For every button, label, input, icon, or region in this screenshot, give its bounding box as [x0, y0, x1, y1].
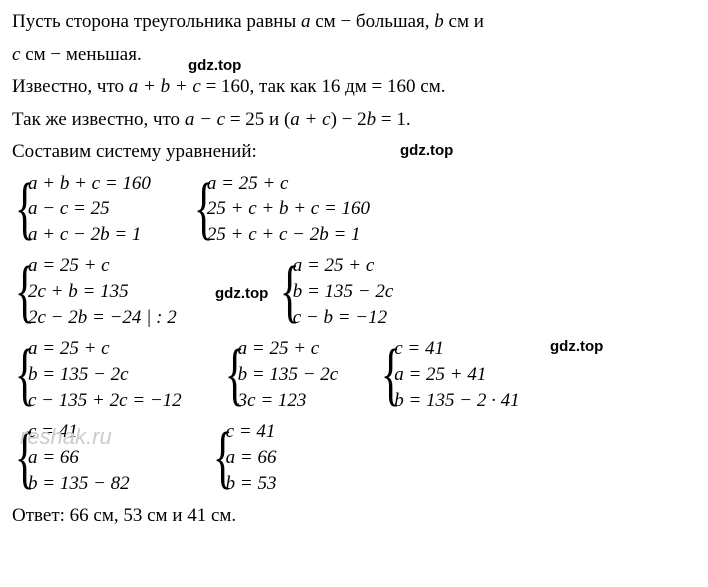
brace-icon: [277, 253, 291, 330]
text: ) − 2: [331, 109, 367, 130]
system-2-1: a = 25 + c 2c + b = 135 2c − 2b = −24 | …: [12, 253, 177, 330]
equation: a = 66: [28, 445, 130, 471]
equation: a = 25 + c: [28, 253, 177, 279]
systems-row-4: c = 41 a = 66 b = 135 − 82 c = 41 a = 66…: [12, 419, 696, 496]
system-1-1: a + b + c = 160 a − c = 25 a + c − 2b = …: [12, 171, 151, 248]
equation: 2c + b = 135: [28, 279, 177, 305]
var-b: b: [434, 11, 444, 32]
equation: 2c − 2b = −24 | : 2: [28, 305, 177, 331]
equation: c − b = −12: [293, 305, 394, 331]
systems-row-3: a = 25 + c b = 135 − 2c c − 135 + 2c = −…: [12, 336, 696, 413]
equation: b = 135 − 2 · 41: [394, 388, 519, 414]
equation: c = 41: [28, 419, 130, 445]
systems-row-2: a = 25 + c 2c + b = 135 2c − 2b = −24 | …: [12, 253, 696, 330]
text-line-5: Составим систему уравнений:: [12, 138, 696, 167]
equation: b = 135 − 2c: [293, 279, 394, 305]
text-line-1: Пусть сторона треугольника равны a см − …: [12, 8, 696, 37]
equation: a = 25 + 41: [394, 362, 519, 388]
system-3-1: a = 25 + c b = 135 − 2c c − 135 + 2c = −…: [12, 336, 182, 413]
expr: a + b + c: [129, 76, 201, 97]
text-line-2: c см − меньшая.: [12, 41, 696, 70]
text: = 1.: [376, 109, 410, 130]
system-3-3: c = 41 a = 25 + 41 b = 135 − 2 · 41: [378, 336, 519, 413]
text: = 25 и (: [225, 109, 290, 130]
system-4-2: c = 41 a = 66 b = 53: [210, 419, 277, 496]
text: см − большая,: [310, 11, 434, 32]
equation: c = 41: [226, 419, 277, 445]
brace-icon: [12, 253, 26, 330]
text: см − меньшая.: [20, 44, 141, 65]
text: Так же известно, что: [12, 109, 185, 130]
brace-icon: [222, 336, 236, 413]
brace-icon: [378, 336, 392, 413]
system-2-2: a = 25 + c b = 135 − 2c c − b = −12: [277, 253, 394, 330]
equation: a − c = 25: [28, 196, 151, 222]
equation: a = 25 + c: [238, 336, 339, 362]
equation: a + c − 2b = 1: [28, 222, 151, 248]
equation: a = 66: [226, 445, 277, 471]
equation: a = 25 + c: [207, 171, 370, 197]
brace-icon: [12, 419, 26, 496]
text-line-3: Известно, что a + b + c = 160, так как 1…: [12, 73, 696, 102]
systems-row-1: a + b + c = 160 a − c = 25 a + c − 2b = …: [12, 171, 696, 248]
equation: c − 135 + 2c = −12: [28, 388, 182, 414]
brace-icon: [12, 336, 26, 413]
equation: a + b + c = 160: [28, 171, 151, 197]
equation: 25 + c + b + c = 160: [207, 196, 370, 222]
equation: b = 53: [226, 471, 277, 497]
text: = 160, так как 16 дм = 160 см.: [201, 76, 446, 97]
system-1-2: a = 25 + c 25 + c + b + c = 160 25 + c +…: [191, 171, 370, 248]
brace-icon: [210, 419, 224, 496]
var-b: b: [367, 109, 377, 130]
equation: a = 25 + c: [293, 253, 394, 279]
equation: b = 135 − 82: [28, 471, 130, 497]
text: Пусть сторона треугольника равны: [12, 11, 301, 32]
equation: b = 135 − 2c: [28, 362, 182, 388]
system-3-2: a = 25 + c b = 135 − 2c 3c = 123: [222, 336, 339, 413]
equation: 25 + c + c − 2b = 1: [207, 222, 370, 248]
expr: a + c: [290, 109, 330, 130]
equation: a = 25 + c: [28, 336, 182, 362]
expr: a − c: [185, 109, 225, 130]
text: см и: [444, 11, 484, 32]
equation: 3c = 123: [238, 388, 339, 414]
brace-icon: [12, 171, 26, 248]
text-line-4: Так же известно, что a − c = 25 и (a + c…: [12, 106, 696, 135]
system-4-1: c = 41 a = 66 b = 135 − 82: [12, 419, 130, 496]
equation: c = 41: [394, 336, 519, 362]
equation: b = 135 − 2c: [238, 362, 339, 388]
text: Известно, что: [12, 76, 129, 97]
brace-icon: [191, 171, 205, 248]
answer-line: Ответ: 66 см, 53 см и 41 см.: [12, 502, 696, 531]
